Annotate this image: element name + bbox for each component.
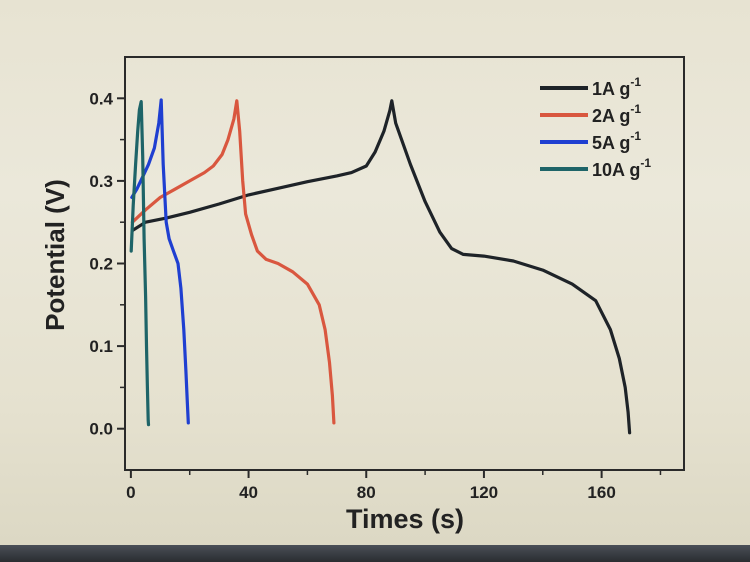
axis-ticks (117, 97, 662, 478)
x-tick-label: 0 (126, 483, 135, 502)
y-tick-label: 0.3 (89, 172, 113, 191)
series-line-2 (130, 99, 336, 425)
legend: 1A g-1 2A g-1 5A g-1 10A g-1 (540, 75, 651, 180)
x-tick-labels: 0 40 80 120 160 (126, 483, 616, 502)
x-tick-label: 120 (470, 483, 498, 502)
legend-label-1: 1A g-1 (592, 75, 641, 99)
y-tick-label: 0.1 (89, 337, 113, 356)
y-tick-label: 0.0 (89, 420, 113, 439)
y-tick-labels: 0.0 0.1 0.2 0.3 0.4 (89, 89, 113, 438)
x-tick-label: 160 (587, 483, 615, 502)
y-tick-label: 0.2 (89, 255, 113, 274)
x-tick-label: 80 (357, 483, 376, 502)
screen-bottom-strip (0, 545, 750, 562)
y-axis-title: Potential (V) (40, 179, 70, 331)
series-line-1 (130, 99, 632, 435)
legend-label-3: 5A g-1 (592, 129, 641, 153)
legend-label-2: 2A g-1 (592, 102, 641, 126)
y-tick-label: 0.4 (89, 89, 113, 108)
x-tick-label: 40 (239, 483, 258, 502)
series-line-4 (129, 99, 151, 427)
legend-label-4: 10A g-1 (592, 156, 651, 180)
series-line-3 (130, 98, 190, 425)
series-lines (129, 98, 632, 435)
x-axis-title: Times (s) (346, 504, 464, 534)
